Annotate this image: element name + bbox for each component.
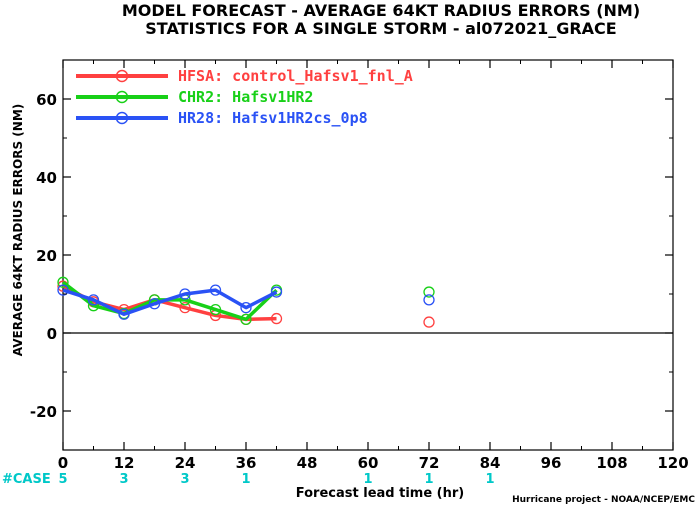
data-point	[87, 294, 100, 306]
x-tick-label: 84	[480, 454, 501, 472]
data-point	[179, 301, 191, 314]
legend-marker	[115, 111, 129, 125]
case-count: 1	[363, 472, 372, 487]
case-count: 5	[58, 472, 67, 487]
x-tick-label: 72	[419, 454, 440, 472]
y-tick-label: 0	[47, 325, 57, 343]
x-axis-ticks: 0 12 24 36 48 60 72 84 96 108 120	[58, 60, 689, 472]
case-count: 3	[119, 472, 128, 487]
data-point	[57, 284, 69, 296]
case-count: 1	[241, 472, 250, 487]
data-point	[57, 276, 69, 288]
legend-marker	[115, 90, 129, 104]
data-point	[240, 313, 252, 326]
legend: HFSA: control_Hafsv1_fnl_A CHR2: Hafsv1HR…	[76, 67, 413, 127]
data-point	[209, 303, 222, 316]
legend-marker	[115, 69, 129, 83]
case-count: 1	[424, 472, 433, 487]
x-tick-label: 12	[114, 454, 135, 472]
legend-label: HFSA: control_Hafsv1_fnl_A	[178, 67, 413, 85]
series-2	[57, 276, 435, 326]
data-point	[240, 301, 252, 314]
y-tick-label: -20	[30, 403, 57, 421]
data-point	[270, 286, 283, 298]
legend-label: HR28: Hafsv1HR2cs_0p8	[178, 109, 368, 127]
data-point	[270, 312, 283, 325]
x-tick-label: 96	[541, 454, 562, 472]
chart-subtitle: STATISTICS FOR A SINGLE STORM - al072021…	[145, 19, 616, 38]
x-tick-label: 48	[297, 454, 318, 472]
data-point	[118, 308, 130, 320]
y-axis-ticks: -20 0 20 40 60	[30, 59, 673, 451]
x-tick-label: 60	[358, 454, 379, 472]
x-tick-label: 0	[58, 454, 68, 472]
x-tick-label: 120	[657, 454, 688, 472]
chart-title: MODEL FORECAST - AVERAGE 64KT RADIUS ERR…	[122, 1, 640, 20]
y-tick-label: 60	[36, 91, 57, 109]
data-point	[423, 294, 435, 306]
x-tick-label: 24	[175, 454, 196, 472]
case-label: #CASE	[2, 472, 51, 487]
data-point	[423, 286, 435, 298]
y-axis-label: AVERAGE 64KT RADIUS ERRORS (NM)	[11, 104, 25, 356]
y-tick-label: 40	[36, 169, 57, 187]
series-3	[57, 284, 435, 320]
data-point	[148, 298, 161, 310]
x-tick-label: 36	[236, 454, 257, 472]
case-count: 1	[485, 472, 494, 487]
data-point	[209, 284, 222, 296]
x-axis-label: Forecast lead time (hr)	[296, 486, 464, 501]
case-count: 3	[180, 472, 189, 487]
y-tick-label: 20	[36, 247, 57, 265]
case-counts: 5 3 3 1 1 1 1	[58, 472, 494, 487]
legend-label: CHR2: Hafsv1HR2	[178, 88, 313, 106]
series-layer	[57, 276, 435, 328]
x-tick-label: 108	[596, 454, 627, 472]
credit-text: Hurricane project - NOAA/NCEP/EMC	[512, 495, 695, 505]
data-point	[423, 316, 435, 328]
data-point	[179, 288, 191, 300]
